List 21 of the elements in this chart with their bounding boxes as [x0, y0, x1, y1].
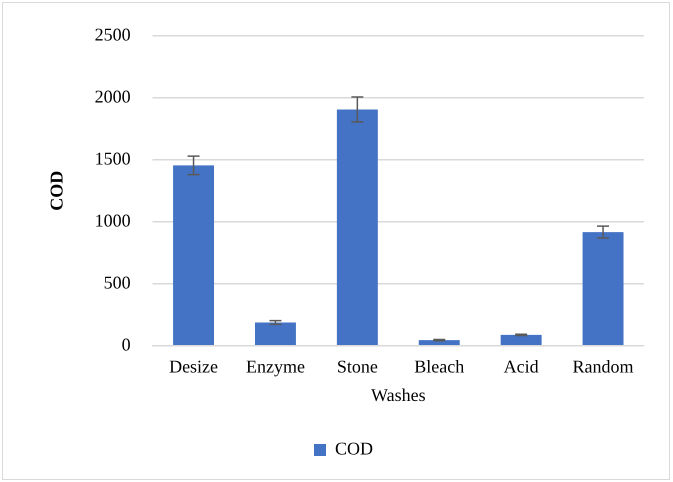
bar — [500, 334, 542, 346]
x-tick-label: Desize — [169, 356, 218, 376]
x-tick-label: Stone — [336, 356, 378, 376]
y-tick-label: 1500 — [94, 148, 131, 169]
y-axis-title: COD — [46, 170, 66, 211]
y-tick-label: 500 — [104, 272, 131, 293]
x-tick-label: Enzyme — [246, 356, 305, 376]
x-axis-title: Washes — [371, 384, 426, 405]
y-tick-label: 2500 — [94, 24, 131, 45]
x-tick-label: Acid — [504, 356, 539, 376]
bar — [254, 322, 296, 346]
x-tick-label: Random — [572, 356, 634, 376]
bar — [582, 232, 624, 346]
legend-label: COD — [335, 438, 374, 459]
bar — [418, 340, 460, 346]
y-tick-label: 2000 — [94, 86, 131, 107]
bar — [336, 109, 378, 346]
y-tick-label: 1000 — [94, 210, 131, 231]
x-tick-label: Bleach — [414, 356, 464, 376]
bar — [173, 165, 214, 346]
y-tick-label: 0 — [122, 334, 131, 355]
